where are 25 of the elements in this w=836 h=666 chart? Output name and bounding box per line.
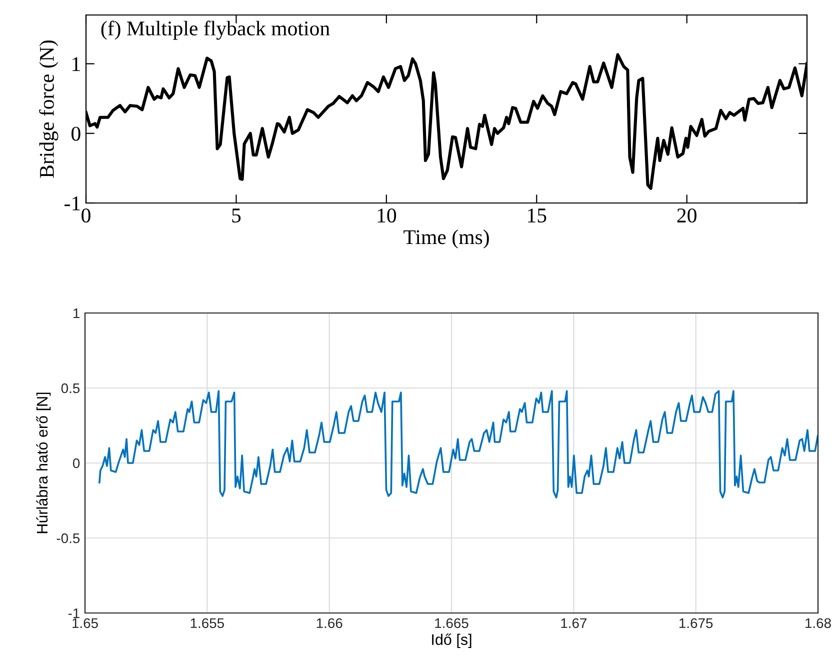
x-tick-label: 1.675 — [680, 618, 713, 628]
y-axis-title: Bridge force (N) — [39, 40, 58, 178]
y-tick-label: -1 — [64, 196, 80, 210]
line-series — [98, 390, 818, 498]
x-tick-label: 5 — [232, 208, 241, 223]
y-tick-label: -0.5 — [56, 533, 80, 544]
x-tick-label: 1.66 — [316, 618, 342, 628]
x-tick-label: 1.655 — [190, 618, 224, 628]
x-tick-label: 15 — [528, 208, 546, 223]
chart-title: (f) Multiple flyback motion — [101, 20, 330, 40]
y-tick-label: 0 — [72, 126, 80, 141]
x-tick-label: 1.67 — [561, 618, 586, 628]
y-tick-label: 0.5 — [61, 383, 80, 394]
x-axis-title: Time (ms) — [404, 230, 489, 248]
y-tick-label: 0 — [72, 458, 80, 468]
x-tick-label: 1.68 — [806, 618, 831, 628]
y-tick-label: 1 — [72, 57, 80, 71]
x-tick-label: 1.665 — [435, 618, 468, 628]
y-tick-label: 1 — [73, 308, 80, 318]
x-tick-label: 10 — [378, 208, 396, 223]
y-axis-title: Húrlábra ható erő [N] — [36, 392, 51, 534]
y-tick-label: -1 — [68, 608, 80, 618]
x-axis-title: Idő [s] — [432, 634, 472, 648]
x-tick-label: 1.65 — [72, 618, 98, 628]
x-tick-label: 20 — [677, 208, 696, 223]
